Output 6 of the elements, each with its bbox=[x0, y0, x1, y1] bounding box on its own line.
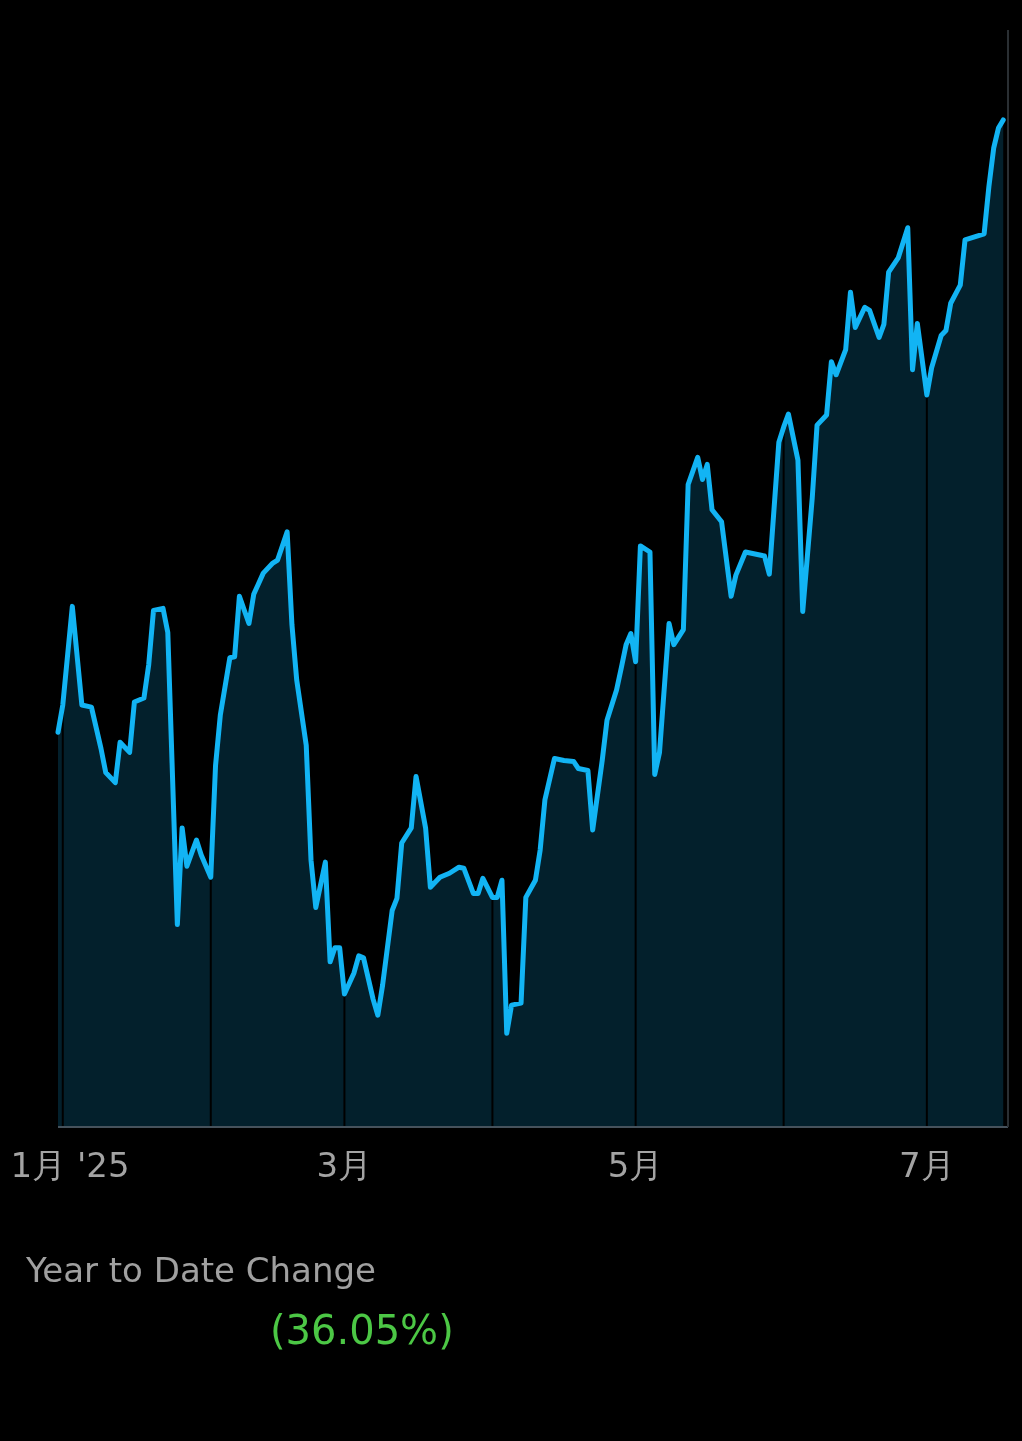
x-tick-label: 1月 '25 bbox=[10, 1145, 130, 1185]
x-tick-label: 5月 bbox=[607, 1145, 664, 1185]
x-tick-label: 7月 bbox=[899, 1145, 955, 1185]
text: Year to Date Change bbox=[25, 1250, 376, 1290]
x-tick-label: 3月 bbox=[316, 1145, 373, 1185]
text: (36.05%) bbox=[270, 1307, 454, 1353]
